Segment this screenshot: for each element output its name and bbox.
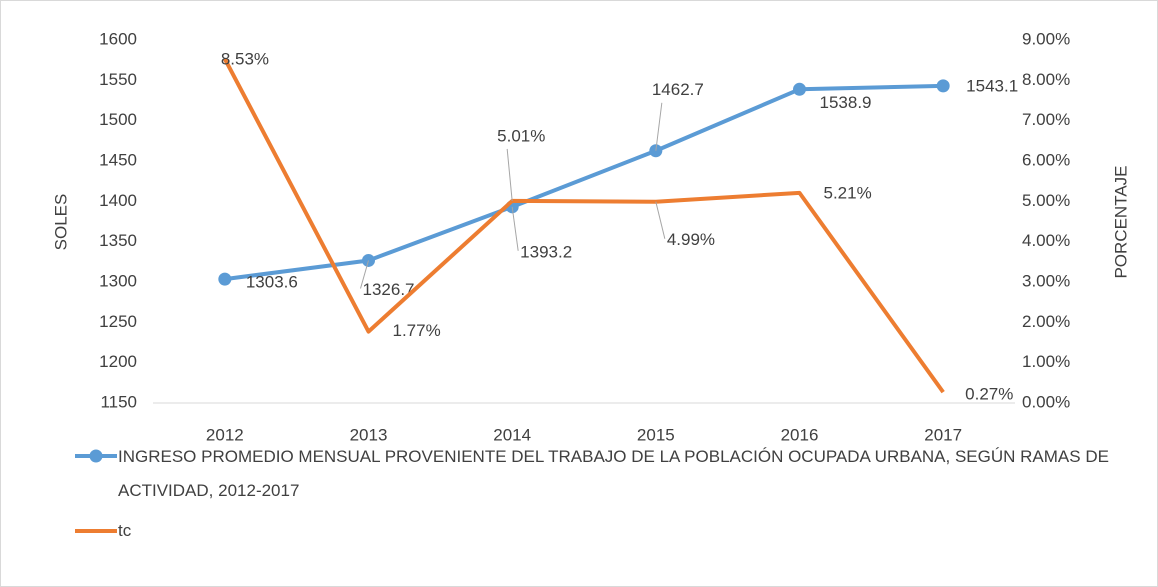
x-tick-label: 2017 [924,425,962,444]
data-label: 1462.7 [652,80,704,99]
data-point [936,79,950,93]
data-label: 1538.9 [820,93,872,112]
data-label: 8.53% [221,49,269,68]
legend-label: tc [118,521,132,540]
y2-tick-label: 8.00% [1022,70,1070,89]
data-label: 1303.6 [246,273,298,292]
y-tick-label: 1550 [99,70,137,89]
y2-axis-label: PORCENTAJE [1111,165,1130,278]
data-label: 1543.1 [966,76,1018,95]
y2-tick-label: 7.00% [1022,110,1070,129]
y2-tick-label: 6.00% [1022,150,1070,169]
leader-line [655,102,663,151]
leader-line [655,201,666,239]
y2-tick-label: 3.00% [1022,271,1070,290]
y2-tick-label: 0.00% [1022,392,1070,411]
series-line [223,58,945,394]
x-tick-label: 2013 [350,425,388,444]
x-tick-label: 2016 [781,425,819,444]
y-tick-label: 1200 [99,352,137,371]
legend-label: INGRESO PROMEDIO MENSUAL PROVENIENTE DEL… [118,447,1109,500]
leader-line [506,148,513,201]
data-label: 1393.2 [520,242,572,261]
y-tick-label: 1250 [99,312,137,331]
data-point [218,272,232,286]
data-label: 5.21% [824,183,872,202]
y2-tick-label: 1.00% [1022,352,1070,371]
x-tick-label: 2015 [637,425,675,444]
y2-tick-label: 9.00% [1022,29,1070,48]
leader-line [511,206,519,251]
y-tick-label: 1450 [99,150,137,169]
y-tick-label: 1500 [99,110,137,129]
data-point [793,82,806,96]
series-line [224,83,944,282]
y-tick-label: 1350 [99,231,137,250]
x-tick-label: 2014 [493,425,531,444]
legend-marker [89,449,103,463]
leader-line [360,260,369,289]
y-tick-label: 1600 [99,29,137,48]
data-label: 1326.7 [363,280,415,299]
y-axis-label: SOLES [51,194,70,251]
data-label: 4.99% [667,230,715,249]
y2-tick-label: 4.00% [1022,231,1070,250]
x-tick-label: 2012 [206,425,244,444]
data-label: 5.01% [497,126,545,145]
y2-tick-label: 5.00% [1022,191,1070,210]
data-label: 1.77% [393,321,441,340]
y2-tick-label: 2.00% [1022,312,1070,331]
data-label: 0.27% [965,385,1013,404]
y-tick-label: 1150 [100,392,137,411]
y-tick-label: 1300 [99,271,137,290]
y-tick-label: 1400 [99,191,137,210]
